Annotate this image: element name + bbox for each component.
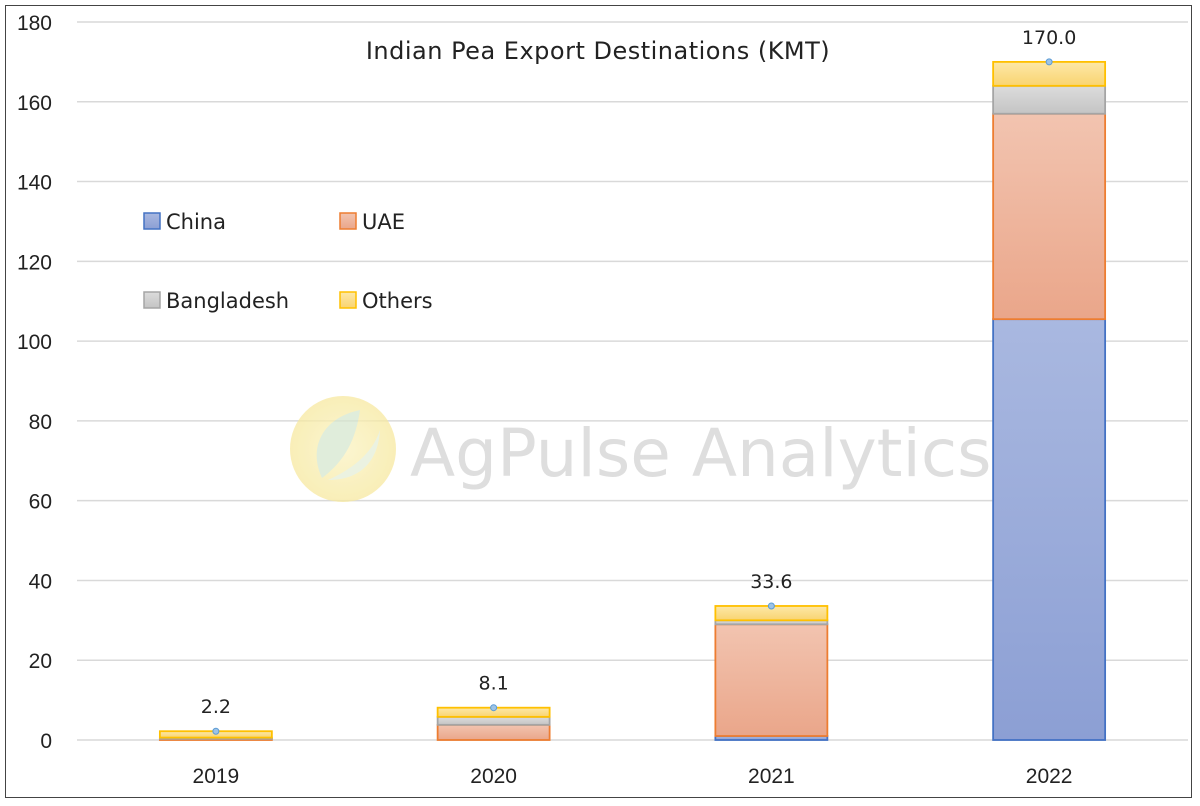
y-axis-ticks: 0 20 40 60 80 100 120 140 160 180 <box>17 12 52 753</box>
bar-segment-uae-2020 <box>436 723 551 741</box>
bar-segment-uae-2021 <box>714 623 829 737</box>
bar-segment-china-2022 <box>992 318 1107 741</box>
bar-segment-others-2022 <box>992 60 1107 87</box>
legend-label-bangladesh: Bangladesh <box>166 289 289 313</box>
y-tick-label: 60 <box>29 491 52 514</box>
bar-segment-bangladesh-2020 <box>436 715 551 726</box>
legend-swatch-china <box>143 212 161 230</box>
total-marker <box>212 727 220 735</box>
y-tick-label: 160 <box>17 92 52 115</box>
y-tick-label: 100 <box>17 331 52 354</box>
x-tick-label: 2020 <box>470 765 517 788</box>
watermark-text: AgPulse Analytics <box>410 415 992 492</box>
y-tick-label: 180 <box>17 12 52 35</box>
total-label-2019: 2.2 <box>201 696 231 718</box>
legend-label-others: Others <box>362 289 433 313</box>
y-tick-label: 120 <box>17 251 52 274</box>
x-axis-ticks: 2019 2020 2021 2022 <box>193 765 1073 788</box>
total-labels: 2.2 8.1 33.6 170.0 <box>201 27 1077 718</box>
legend-label-uae: UAE <box>362 210 405 234</box>
x-tick-label: 2019 <box>193 765 240 788</box>
bar-segment-bangladesh-2022 <box>992 84 1107 115</box>
x-tick-label: 2021 <box>748 765 795 788</box>
total-marker <box>767 602 775 610</box>
chart-title: Indian Pea Export Destinations (KMT) <box>366 37 830 65</box>
x-tick-label: 2022 <box>1026 765 1073 788</box>
y-tick-label: 0 <box>40 730 52 753</box>
leaf-icon <box>316 410 360 478</box>
legend-swatch-others <box>339 291 357 309</box>
total-label-2022: 170.0 <box>1022 27 1076 49</box>
bar-segment-uae-2022 <box>992 112 1107 321</box>
y-tick-label: 40 <box>29 570 52 593</box>
legend-swatch-bangladesh <box>143 291 161 309</box>
legend-label-china: China <box>166 210 226 234</box>
total-marker <box>490 704 498 712</box>
leaf-icon <box>328 430 380 480</box>
y-tick-label: 20 <box>29 650 52 673</box>
legend-swatch-uae <box>339 212 357 230</box>
bars <box>158 58 1107 741</box>
watermark: AgPulse Analytics <box>290 396 992 502</box>
total-label-2021: 33.6 <box>750 571 792 593</box>
legend: China UAE Bangladesh Others <box>143 210 433 313</box>
total-label-2020: 8.1 <box>479 673 509 695</box>
total-marker <box>1045 58 1053 66</box>
y-tick-label: 80 <box>29 411 52 434</box>
y-tick-label: 140 <box>17 172 52 195</box>
